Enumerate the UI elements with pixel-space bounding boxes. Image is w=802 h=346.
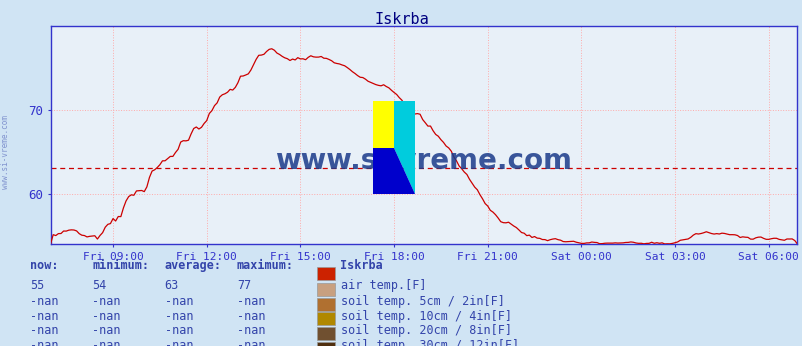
Bar: [317, 312, 334, 325]
Text: Iskrba: Iskrba: [374, 12, 428, 27]
Bar: [373, 147, 394, 194]
Bar: [317, 327, 334, 340]
Text: -nan: -nan: [164, 310, 192, 322]
Text: -nan: -nan: [92, 310, 120, 322]
Text: -nan: -nan: [30, 339, 58, 346]
Text: -nan: -nan: [92, 324, 120, 337]
Text: 77: 77: [237, 279, 251, 292]
Polygon shape: [394, 147, 415, 194]
Text: -nan: -nan: [30, 310, 58, 322]
Text: soil temp. 10cm / 4in[F]: soil temp. 10cm / 4in[F]: [341, 310, 512, 322]
Text: now:: now:: [30, 259, 58, 272]
Text: 63: 63: [164, 279, 179, 292]
Text: -nan: -nan: [237, 295, 265, 308]
Text: soil temp. 30cm / 12in[F]: soil temp. 30cm / 12in[F]: [341, 339, 519, 346]
Polygon shape: [394, 147, 415, 194]
Text: -nan: -nan: [30, 324, 58, 337]
Text: average:: average:: [164, 259, 221, 272]
Text: -nan: -nan: [164, 339, 192, 346]
Text: -nan: -nan: [237, 324, 265, 337]
Bar: [317, 283, 334, 296]
Text: www.si-vreme.com: www.si-vreme.com: [275, 147, 572, 175]
Text: 54: 54: [92, 279, 107, 292]
Bar: [317, 298, 334, 310]
Text: -nan: -nan: [164, 295, 192, 308]
Text: soil temp. 20cm / 8in[F]: soil temp. 20cm / 8in[F]: [341, 324, 512, 337]
Text: -nan: -nan: [237, 310, 265, 322]
Text: -nan: -nan: [164, 324, 192, 337]
Text: www.si-vreme.com: www.si-vreme.com: [1, 115, 10, 189]
Bar: [317, 267, 334, 280]
Text: minimum:: minimum:: [92, 259, 149, 272]
Text: -nan: -nan: [92, 339, 120, 346]
Text: maximum:: maximum:: [237, 259, 294, 272]
Text: 55: 55: [30, 279, 44, 292]
Text: air temp.[F]: air temp.[F]: [341, 279, 426, 292]
Text: Iskrba: Iskrba: [339, 259, 382, 272]
Bar: [394, 101, 415, 147]
Text: -nan: -nan: [237, 339, 265, 346]
Text: -nan: -nan: [92, 295, 120, 308]
Bar: [373, 101, 394, 147]
Text: -nan: -nan: [30, 295, 58, 308]
Bar: [317, 342, 334, 346]
Text: soil temp. 5cm / 2in[F]: soil temp. 5cm / 2in[F]: [341, 295, 504, 308]
